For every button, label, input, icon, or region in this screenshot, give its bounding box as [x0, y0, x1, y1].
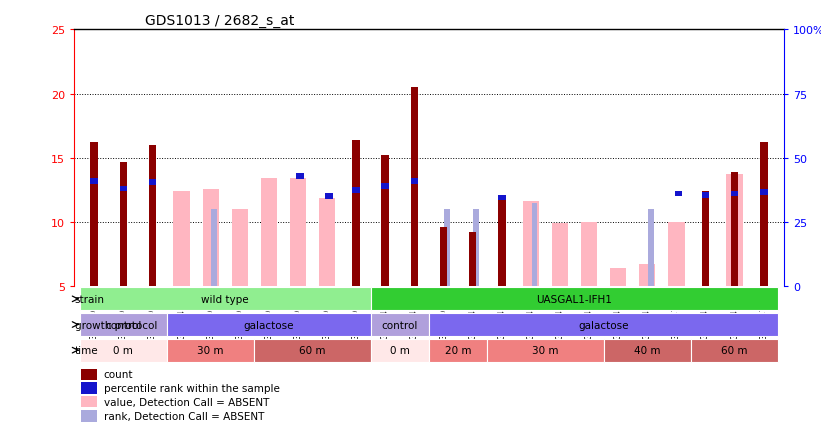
Text: 0 m: 0 m [113, 345, 133, 355]
Bar [469, 233, 476, 286]
Bar [81, 411, 97, 421]
Bar [80, 339, 167, 362]
Bar [120, 162, 127, 286]
Bar [371, 313, 429, 336]
Bar [296, 173, 304, 179]
Bar [261, 179, 277, 286]
Text: 60 m: 60 m [722, 345, 748, 355]
Bar [232, 210, 248, 286]
Bar [474, 210, 479, 286]
Text: 60 m: 60 m [300, 345, 326, 355]
Bar [668, 222, 685, 286]
Text: value, Detection Call = ABSENT: value, Detection Call = ABSENT [103, 397, 269, 407]
Bar [498, 201, 506, 286]
Bar [702, 193, 709, 198]
Bar [760, 143, 768, 286]
Bar [90, 143, 98, 286]
Bar [603, 339, 691, 362]
Bar [352, 141, 360, 286]
Bar [498, 195, 506, 201]
Bar [410, 88, 418, 286]
Bar [80, 288, 371, 311]
Bar [167, 313, 371, 336]
Bar [81, 396, 97, 407]
Text: galactose: galactose [244, 320, 294, 330]
Bar [552, 224, 568, 286]
Text: control: control [105, 320, 141, 330]
Bar [731, 191, 738, 197]
Bar [319, 198, 335, 286]
Bar [760, 190, 768, 196]
Bar [149, 145, 156, 286]
Bar [167, 339, 255, 362]
Text: growth protocol: growth protocol [75, 320, 157, 330]
Text: control: control [382, 320, 418, 330]
Bar [639, 265, 655, 286]
Text: 0 m: 0 m [390, 345, 410, 355]
Bar [149, 180, 156, 185]
Bar [81, 369, 97, 380]
Bar [487, 339, 603, 362]
Bar [255, 339, 371, 362]
Text: rank, Detection Call = ABSENT: rank, Detection Call = ABSENT [103, 411, 264, 421]
Bar [727, 175, 743, 286]
Bar [352, 187, 360, 193]
Text: count: count [103, 369, 133, 379]
Bar [382, 156, 389, 286]
Text: UASGAL1-IFH1: UASGAL1-IFH1 [537, 294, 612, 304]
Text: GDS1013 / 2682_s_at: GDS1013 / 2682_s_at [144, 14, 294, 28]
Text: 20 m: 20 m [445, 345, 471, 355]
Bar [410, 178, 418, 184]
Bar [702, 192, 709, 286]
Bar [532, 203, 537, 286]
Bar [120, 186, 127, 192]
Bar [429, 339, 487, 362]
Bar [203, 189, 219, 286]
Bar [610, 269, 626, 286]
Text: time: time [75, 345, 99, 355]
Bar [731, 172, 738, 286]
Bar [581, 222, 597, 286]
Bar [691, 339, 778, 362]
Bar [173, 192, 190, 286]
Text: 40 m: 40 m [634, 345, 661, 355]
Bar [80, 313, 167, 336]
Bar [648, 210, 654, 286]
Bar [81, 382, 97, 394]
Text: percentile rank within the sample: percentile rank within the sample [103, 383, 280, 393]
Text: strain: strain [75, 294, 105, 304]
Bar [212, 210, 217, 286]
Bar [429, 313, 778, 336]
Bar [371, 288, 778, 311]
Bar [90, 178, 98, 184]
Bar [523, 202, 539, 286]
Bar [382, 184, 389, 189]
Text: 30 m: 30 m [532, 345, 558, 355]
Bar [325, 194, 333, 200]
Text: wild type: wild type [201, 294, 249, 304]
Bar [440, 227, 447, 286]
Bar [290, 179, 306, 286]
Text: 30 m: 30 m [197, 345, 224, 355]
Bar [371, 339, 429, 362]
Bar [444, 210, 450, 286]
Text: galactose: galactose [578, 320, 629, 330]
Bar [675, 191, 682, 197]
